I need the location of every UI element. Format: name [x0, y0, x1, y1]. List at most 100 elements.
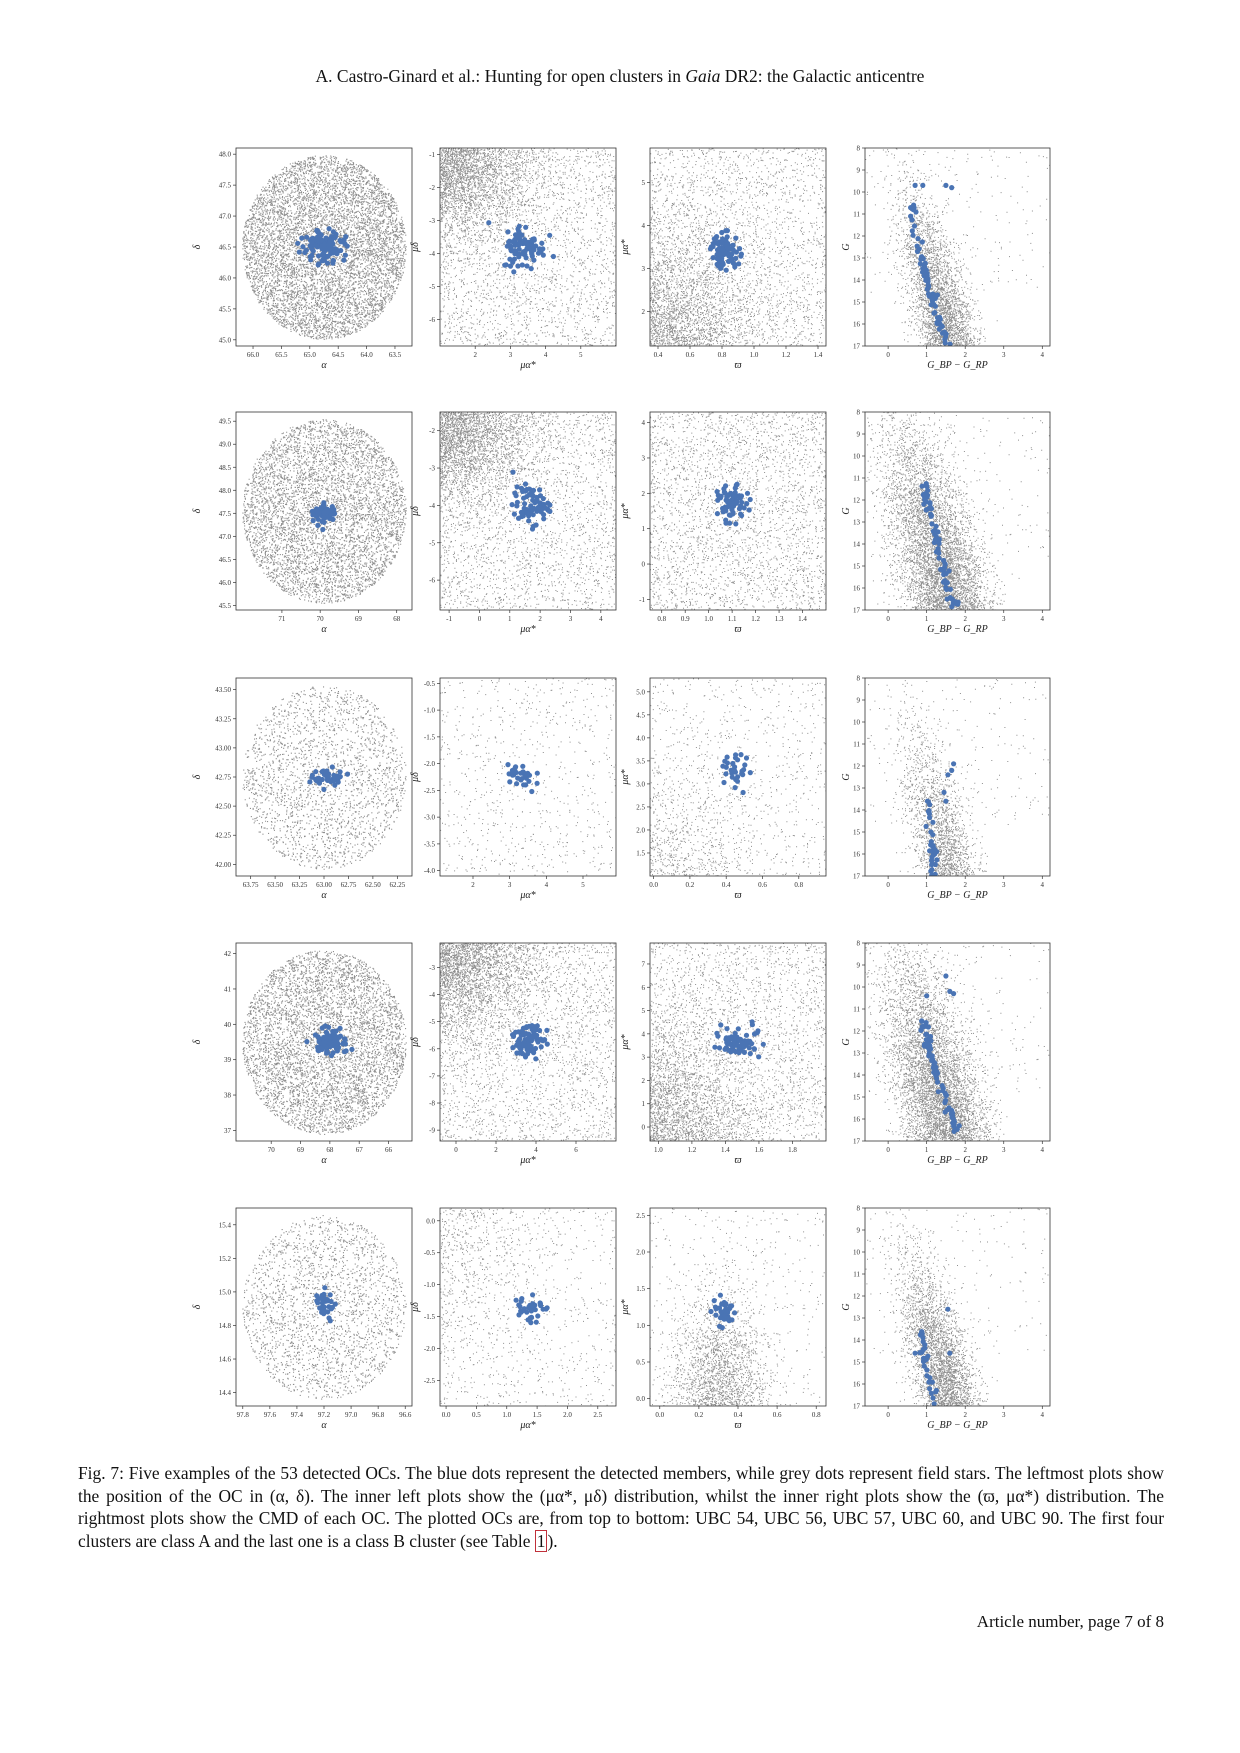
member-point: [519, 486, 524, 491]
member-point: [724, 268, 729, 273]
x-tick-label: 66.0: [247, 351, 260, 359]
member-point: [321, 1305, 326, 1310]
y-tick-label: 6: [642, 984, 646, 992]
y-axis-label: G: [841, 1303, 852, 1310]
member-point: [951, 991, 956, 996]
member-point: [733, 770, 738, 775]
cluster-members: [708, 1293, 737, 1331]
member-point: [537, 246, 542, 251]
y-axis-label: μα*: [620, 1034, 631, 1050]
cluster-members: [514, 1292, 550, 1325]
x-tick-label: 2: [963, 881, 967, 889]
member-point: [732, 264, 737, 269]
y-tick-label: 13: [853, 255, 861, 263]
member-point: [919, 1019, 924, 1024]
member-point: [713, 1305, 718, 1310]
y-tick-label: 3.0: [636, 780, 645, 788]
y-tick-label: -2: [429, 427, 435, 435]
x-tick-label: 0.4: [654, 351, 663, 359]
x-axis-label: ϖ: [734, 624, 742, 635]
field-stars: [650, 856, 853, 1142]
member-point: [947, 1351, 952, 1356]
x-tick-label: 1.2: [688, 1146, 697, 1154]
member-point: [761, 1042, 766, 1047]
member-point: [530, 237, 535, 242]
member-point: [322, 772, 327, 777]
y-tick-label: -6: [429, 316, 435, 324]
member-point: [943, 183, 948, 188]
x-tick-label: 0.5: [472, 1411, 481, 1419]
member-point: [948, 587, 953, 592]
y-tick-label: 9: [857, 962, 861, 970]
member-point: [529, 1303, 534, 1308]
x-tick-label: 2.5: [593, 1411, 602, 1419]
member-point: [752, 1031, 757, 1036]
field-stars: [639, 1169, 826, 1408]
member-point: [724, 1026, 729, 1031]
member-point: [921, 1339, 926, 1344]
table-reference-link[interactable]: 1: [535, 1530, 548, 1552]
panel-proper-motion-ubc54: 2 3 4 5-1-2-3-4-5-6μα*μδ: [410, 148, 617, 371]
member-point: [533, 1056, 538, 1061]
y-tick-label: 43.25: [215, 715, 231, 723]
x-axis-label: μα*: [519, 1155, 535, 1166]
member-point: [926, 291, 931, 296]
x-tick-label: 1.1: [728, 615, 737, 623]
y-tick-label: -2.0: [424, 1345, 436, 1353]
member-point: [316, 510, 321, 515]
member-point: [716, 263, 721, 268]
panel-proper-motion-ubc60: 0 2 4 6-3-4-5-6-7-8-9μα*μδ: [410, 943, 652, 1166]
y-tick-label: 46.0: [219, 579, 232, 587]
y-tick-label: 8: [857, 145, 861, 153]
y-tick-label: -0.5: [424, 680, 436, 688]
y-tick-label: 49.0: [219, 441, 232, 449]
figure-caption: Fig. 7: Five examples of the 53 detected…: [78, 1462, 1164, 1552]
x-axis-label: μα*: [519, 890, 535, 901]
x-axis-label: α: [321, 1420, 327, 1431]
member-point: [715, 1034, 720, 1039]
y-tick-label: 15.0: [219, 1288, 232, 1296]
member-point: [325, 1297, 330, 1302]
y-axis-label: μδ: [410, 242, 421, 253]
y-axis-label: G: [841, 1038, 852, 1045]
member-point: [524, 1025, 529, 1030]
member-point: [719, 240, 724, 245]
y-tick-label: 47.5: [219, 182, 232, 190]
member-point: [538, 1301, 543, 1306]
member-point: [333, 232, 338, 237]
x-tick-label: 3: [1002, 1146, 1006, 1154]
x-tick-label: 63.50: [267, 881, 283, 889]
member-point: [713, 1313, 718, 1318]
member-point: [718, 1315, 723, 1320]
x-axis-label: ϖ: [734, 1420, 742, 1431]
panel-frame: [650, 1208, 826, 1406]
member-point: [551, 254, 556, 259]
member-point: [930, 1056, 935, 1061]
member-point: [542, 1038, 547, 1043]
member-point: [542, 506, 547, 511]
x-tick-label: 0.0: [655, 1411, 664, 1419]
member-point: [911, 233, 916, 238]
y-tick-label: 9: [857, 1227, 861, 1235]
member-point: [927, 501, 932, 506]
x-tick-label: 1.2: [751, 615, 760, 623]
y-axis-label: G: [841, 773, 852, 780]
x-tick-label: 0.0: [442, 1411, 451, 1419]
y-tick-label: 14: [853, 1337, 861, 1345]
y-axis-label: G: [841, 243, 852, 250]
member-point: [531, 247, 536, 252]
y-tick-label: 16: [853, 1116, 861, 1124]
x-tick-label: 2: [473, 351, 477, 359]
member-point: [922, 497, 927, 502]
member-point: [712, 1298, 717, 1303]
y-tick-label: 14.6: [219, 1356, 232, 1364]
x-tick-label: -1: [446, 615, 452, 623]
member-point: [730, 243, 735, 248]
member-point: [942, 1100, 947, 1105]
member-point: [316, 780, 321, 785]
field-stars: [862, 1104, 1051, 1407]
field-stars: [243, 686, 407, 869]
x-tick-label: 0: [886, 351, 890, 359]
x-tick-label: 1.0: [750, 351, 759, 359]
